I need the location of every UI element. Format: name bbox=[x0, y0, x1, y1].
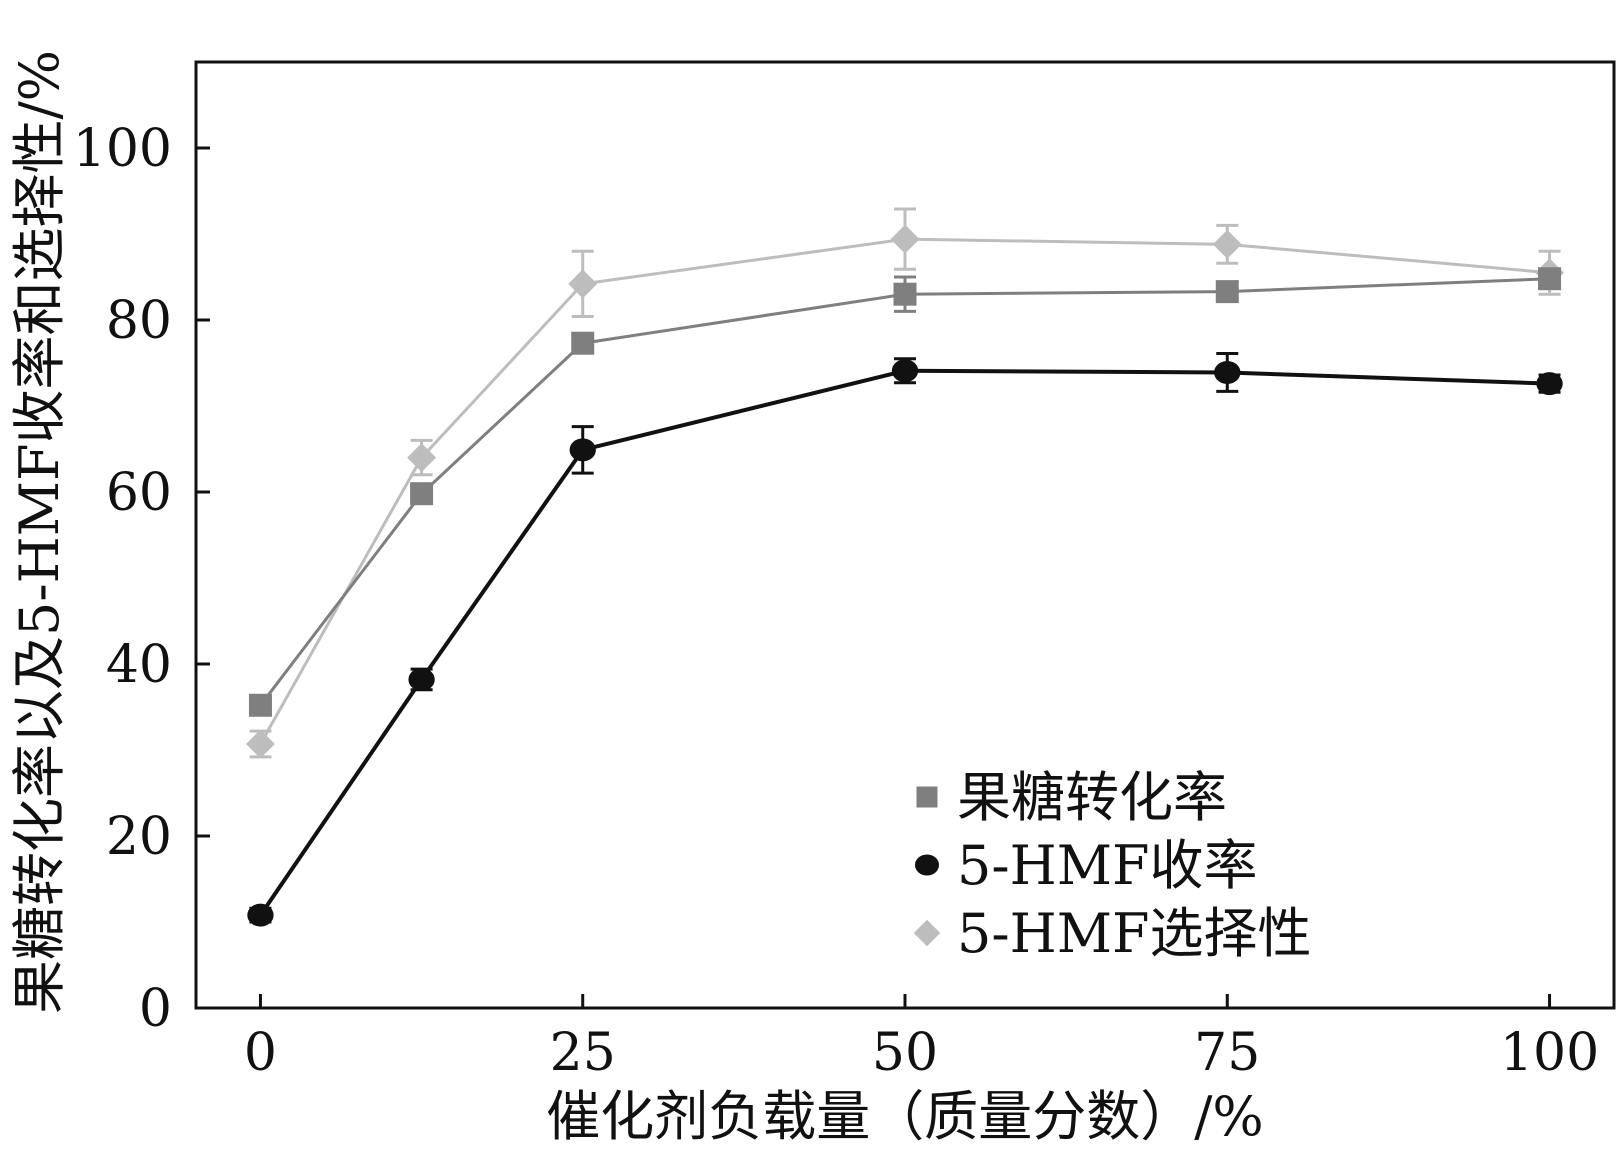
legend-label-0: 果糖转化率 bbox=[957, 766, 1227, 829]
series-2-point-4 bbox=[1212, 229, 1242, 259]
series-0-line bbox=[259, 277, 1550, 707]
x-tick-label-100: 100 bbox=[1500, 1023, 1599, 1083]
series-0-point-5 bbox=[1538, 267, 1562, 291]
series-0-point-3 bbox=[893, 282, 917, 306]
axis-ticks: 0 25 50 75 100 0 20 40 60 80 100 bbox=[73, 119, 1599, 1083]
series-2-point-3 bbox=[890, 224, 920, 254]
x-tick-label-50: 50 bbox=[872, 1023, 938, 1083]
series-0-point-1 bbox=[410, 482, 434, 506]
y-tick-label-100: 100 bbox=[73, 119, 172, 179]
y-axis-label: 果糖转化率以及5-HMF收率和选择性/% bbox=[8, 50, 71, 1014]
legend-label-2: 5-HMF选择性 bbox=[957, 902, 1311, 965]
y-tick-label-60: 60 bbox=[106, 463, 172, 523]
series-1-point-1 bbox=[408, 667, 435, 691]
series-1-line bbox=[258, 368, 1550, 917]
series-1 bbox=[247, 352, 1563, 927]
series-0-point-2 bbox=[571, 331, 595, 355]
legend-marker-1 bbox=[915, 854, 939, 876]
series-2-point-0 bbox=[245, 729, 275, 759]
x-tick-label-25: 25 bbox=[550, 1023, 616, 1083]
series-0 bbox=[248, 267, 1562, 717]
series-0-point-4 bbox=[1215, 280, 1239, 304]
series-1-point-3 bbox=[891, 359, 919, 383]
y-tick-label-40: 40 bbox=[106, 635, 172, 695]
series-0-point-0 bbox=[248, 693, 272, 717]
y-tick-label-80: 80 bbox=[106, 291, 172, 351]
series-2 bbox=[245, 207, 1565, 759]
series-1-point-0 bbox=[247, 903, 274, 927]
plot-frame bbox=[194, 60, 1616, 1010]
legend-label-1: 5-HMF收率 bbox=[957, 834, 1257, 897]
series-1-point-2 bbox=[569, 438, 596, 462]
series-2-line bbox=[259, 237, 1550, 745]
x-tick-label-75: 75 bbox=[1194, 1023, 1260, 1083]
series-1-point-4 bbox=[1214, 360, 1241, 384]
series-2-point-2 bbox=[568, 269, 598, 299]
y-tick-label-20: 20 bbox=[106, 807, 172, 867]
series-1-point-5 bbox=[1536, 372, 1563, 396]
x-axis-label: 催化剂负载量（质量分数）/% bbox=[546, 1085, 1264, 1148]
series-2-point-1 bbox=[407, 443, 437, 473]
y-tick-label-0: 0 bbox=[139, 979, 172, 1039]
legend-marker-2 bbox=[913, 919, 941, 947]
series-group bbox=[245, 207, 1565, 927]
legend-marker-0 bbox=[916, 786, 938, 808]
x-tick-label-0: 0 bbox=[244, 1023, 277, 1083]
